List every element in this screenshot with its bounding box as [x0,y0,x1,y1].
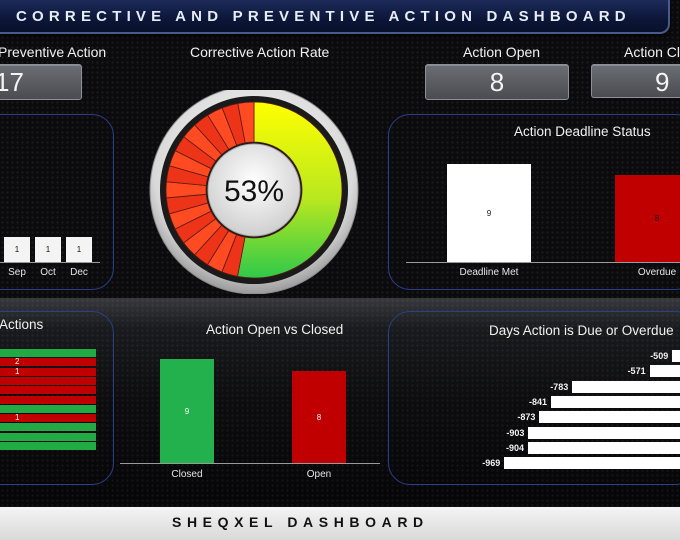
action-closed-label: Action Closed [624,44,680,60]
actions-row-bar [0,376,96,385]
actions-row-bar [0,404,96,413]
days-due-bar [551,395,680,408]
actions-row-bar [0,432,96,441]
deadline-bar [615,174,680,262]
deadline-axis [406,262,680,263]
monthly-category-label: Dec [70,267,88,278]
corrective-action-rate-label: Corrective Action Rate [190,44,330,60]
dashboard-title-bar: CORRECTIVE AND PREVENTIVE ACTION DASHBOA… [0,0,670,34]
deadline-bar-value: 8 [654,214,660,224]
open-vs-closed-title: Action Open vs Closed [206,322,344,337]
monthly-actions-panel [0,114,114,290]
actions-row-bar [0,423,96,432]
days-due-bar [539,411,680,424]
deadline-category-label: Overdue [637,267,677,278]
days-due-bar [528,426,680,439]
days-due-title: Days Action is Due or Overdue [489,323,674,338]
deadline-status-panel [388,114,680,290]
deadline-bar-value: 9 [486,209,492,218]
footer-bar: SHEQXEL DASHBOARD [0,507,680,540]
actions-panel-title: Actions [0,317,44,332]
preventive-action-label: Preventive Action [0,44,107,60]
days-due-value: -783 [550,381,569,392]
monthly-bar [4,237,30,262]
days-due-value: -904 [506,442,525,453]
open-vs-closed-axis [120,463,380,464]
actions-row-bar [0,414,96,423]
monthly-category-label: Oct [40,267,56,278]
monthly-bar-value: 1 [14,245,20,254]
monthly-bar-value: 1 [76,245,82,254]
actions-row-bar [0,367,96,376]
open-vs-closed-bar-value: 9 [184,407,190,416]
open-vs-closed-bar [160,359,214,463]
gauge-hub [207,143,301,237]
action-closed-value: 9 [591,64,680,98]
action-open-value: 8 [425,64,569,100]
actions-row-bar [0,358,96,367]
actions-row-bar [0,442,96,450]
corrective-action-rate-gauge: 53% [149,90,359,294]
actions-row-bar [0,386,96,395]
days-due-panel [388,311,680,485]
actions-row-bar [0,395,96,404]
days-due-value: -509 [650,351,669,361]
actions-row-bar [0,349,96,357]
days-due-value: -969 [482,458,501,469]
days-due-bar [528,441,680,454]
days-due-bar [504,457,680,470]
open-vs-closed-category-label: Closed [171,469,203,480]
deadline-category-label: Deadline Met [459,267,519,278]
footer-text: SHEQXEL DASHBOARD [172,514,429,530]
actions-row-value: 2 [15,357,20,367]
days-due-value: -873 [517,412,536,423]
monthly-bar [35,237,61,262]
open-vs-closed-category-label: Open [306,469,332,480]
deadline-status-title: Action Deadline Status [514,124,651,139]
days-due-value: -903 [506,427,525,438]
days-due-value: -841 [529,396,548,407]
monthly-bar-value: 1 [45,245,51,254]
preventive-action-value: 17 [0,64,82,100]
gauge-remaining-segment [237,101,255,144]
days-due-bar [672,350,680,362]
days-due-bar [572,380,680,393]
deadline-bar [447,164,531,262]
monthly-bar [66,237,92,262]
monthly-category-label: Sep [8,267,26,278]
actions-panel [0,311,114,485]
action-open-label: Action Open [463,44,541,60]
days-due-value: -571 [627,366,646,377]
gauge-value-text: 53% [224,175,284,208]
days-due-bar [649,365,680,378]
open-vs-closed-bar [292,370,346,463]
actions-row-value: 1 [15,413,20,423]
dashboard-title: CORRECTIVE AND PREVENTIVE ACTION DASHBOA… [16,8,631,25]
actions-row-value: 1 [15,366,20,376]
gauge-completed-arc [237,101,343,279]
monthly-axis [0,262,100,263]
open-vs-closed-bar-value: 8 [316,412,322,422]
